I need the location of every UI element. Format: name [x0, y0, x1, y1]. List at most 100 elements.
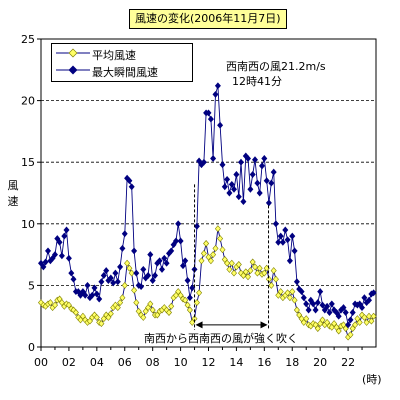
point-average-99	[268, 281, 275, 289]
point-max-gust-79	[221, 183, 228, 191]
point-average-64	[186, 306, 193, 314]
point-max-gust-68	[196, 157, 203, 165]
ytick-label-15: 15	[21, 156, 35, 169]
point-max-gust-63	[184, 277, 191, 284]
legend: 平均風速 最大瞬間風速	[51, 43, 193, 82]
point-max-gust-56	[168, 247, 175, 255]
point-average-63	[184, 301, 191, 309]
point-average-6	[52, 301, 58, 309]
point-max-gust-96	[261, 155, 268, 162]
point-max-gust-31	[110, 279, 117, 287]
point-max-gust-115	[305, 306, 312, 314]
point-max-gust-106	[284, 236, 291, 244]
point-max-gust-94	[256, 189, 263, 197]
point-max-gust-132	[345, 321, 352, 329]
peak-annotation-line2: 12時41分	[232, 75, 282, 88]
legend-item-max-gust: 最大瞬間風速	[52, 63, 192, 79]
point-max-gust-60	[177, 237, 184, 245]
point-max-gust-23	[91, 284, 98, 292]
point-max-gust-109	[291, 247, 298, 255]
point-max-gust-130	[340, 304, 347, 312]
legend-max-gust-label: 最大瞬間風速	[92, 66, 158, 79]
point-average-48	[149, 306, 156, 314]
point-average-59	[175, 288, 182, 296]
point-max-gust-33	[114, 278, 121, 286]
point-max-gust-77	[217, 121, 224, 129]
point-average-87	[240, 272, 247, 279]
point-max-gust-139	[361, 294, 368, 302]
point-max-gust-34	[117, 263, 124, 271]
point-max-gust-117	[310, 300, 317, 308]
point-max-gust-89	[245, 155, 251, 162]
point-average-40	[131, 286, 138, 294]
point-max-gust-125	[328, 300, 335, 308]
legend-average-swatch	[56, 48, 90, 58]
point-average-45	[142, 307, 149, 315]
point-average-69	[198, 257, 205, 265]
point-average-106	[284, 289, 291, 297]
point-max-gust-54	[163, 259, 170, 267]
point-max-gust-12	[65, 254, 72, 262]
point-average-80	[224, 259, 231, 267]
range-arrow-head-left	[195, 321, 203, 329]
point-max-gust-24	[93, 290, 100, 298]
point-average-27	[100, 315, 107, 323]
point-max-gust-17	[77, 291, 84, 299]
point-max-gust-119	[314, 299, 321, 307]
point-max-gust-49	[152, 272, 158, 279]
xtick-label-04: 04	[90, 356, 104, 369]
point-average-72	[205, 253, 212, 261]
point-max-gust-57	[170, 241, 177, 249]
point-average-34	[117, 299, 124, 307]
point-max-gust-39	[128, 183, 135, 191]
point-max-gust-20	[84, 281, 91, 289]
y-axis-label-char-0: 風	[7, 179, 19, 192]
point-max-gust-84	[233, 171, 240, 178]
point-average-89	[245, 273, 251, 281]
point-average-90	[247, 267, 254, 275]
point-max-gust-9	[58, 252, 65, 260]
point-max-gust-64	[186, 294, 193, 302]
point-max-gust-74	[210, 155, 217, 162]
point-max-gust-35	[119, 244, 126, 252]
point-max-gust-58	[173, 237, 179, 245]
point-average-15	[72, 309, 79, 316]
point-max-gust-104	[279, 238, 286, 246]
xtick-label-06: 06	[118, 356, 132, 369]
point-max-gust-95	[259, 162, 265, 170]
point-max-gust-26	[98, 278, 105, 286]
point-average-74	[210, 251, 217, 259]
ytick-label-0: 0	[28, 341, 35, 354]
point-average-139	[361, 313, 368, 321]
point-max-gust-32	[112, 269, 119, 277]
point-max-gust-25	[96, 295, 103, 303]
point-average-26	[98, 320, 105, 328]
point-max-gust-59	[175, 220, 182, 228]
point-average-62	[182, 296, 189, 304]
xtick-label-12: 12	[202, 356, 216, 369]
point-max-gust-14	[70, 275, 77, 283]
point-max-gust-6	[52, 251, 58, 259]
point-max-gust-90	[247, 185, 254, 193]
point-average-103	[277, 288, 284, 296]
point-max-gust-133	[347, 316, 354, 324]
point-average-110	[293, 306, 300, 314]
point-average-41	[133, 299, 140, 307]
point-average-24	[93, 313, 100, 321]
point-max-gust-114	[303, 300, 310, 308]
xtick-label-10: 10	[174, 356, 188, 369]
ytick-label-20: 20	[21, 95, 35, 108]
point-average-30	[107, 310, 114, 318]
range-annotation-label: 南西から西南西の風が強く吹く	[143, 330, 299, 346]
point-average-92	[252, 263, 258, 271]
point-average-36	[121, 281, 128, 289]
point-average-113	[300, 318, 307, 326]
ytick-label-5: 5	[28, 279, 35, 292]
point-max-gust-75	[212, 90, 219, 98]
point-max-gust-48	[149, 277, 156, 284]
point-max-gust-112	[298, 288, 305, 296]
point-max-gust-76	[214, 82, 221, 90]
legend-max-gust-swatch	[56, 65, 90, 75]
point-max-gust-121	[319, 301, 326, 309]
